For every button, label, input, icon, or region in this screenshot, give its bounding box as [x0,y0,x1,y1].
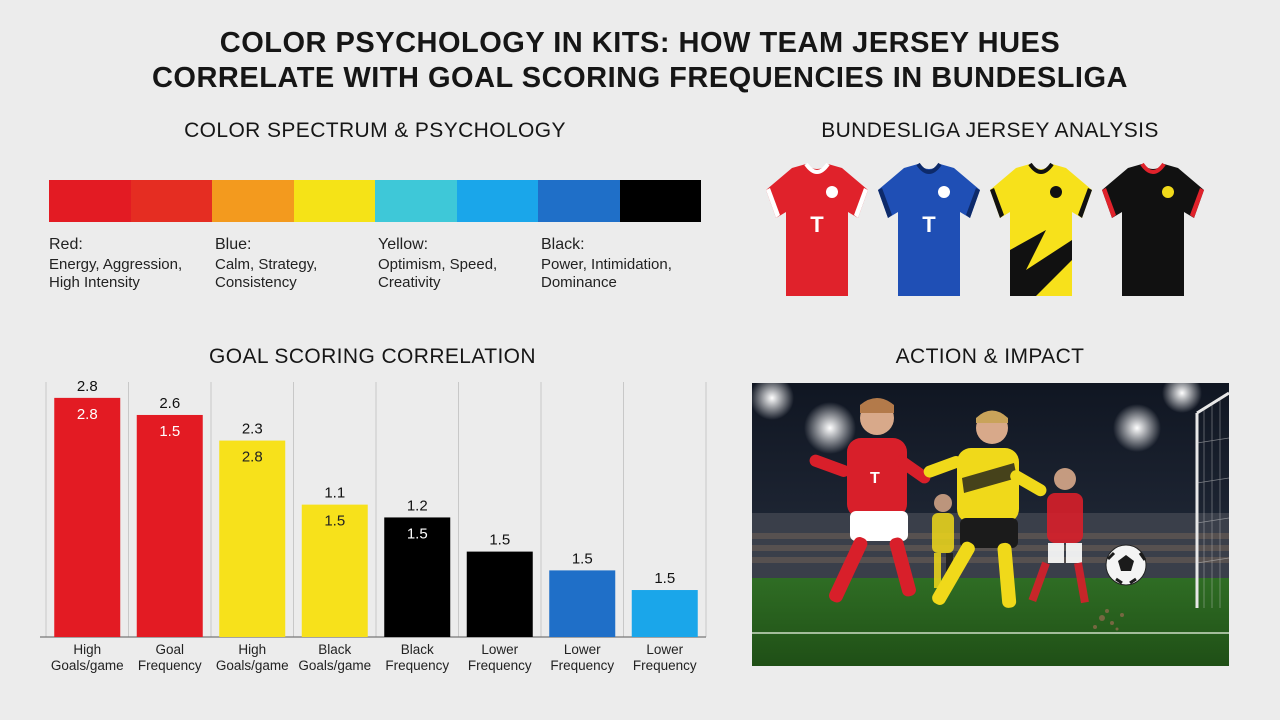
action-photo: T [752,383,1229,666]
spectrum-label-desc: Calm, Strategy, [215,256,318,273]
spectrum-label-desc: Optimism, Speed, [378,256,498,273]
spectrum-segment [538,180,620,222]
spectrum-label-name: Yellow: [378,236,429,253]
svg-text:T: T [870,470,880,487]
bar [301,504,368,637]
category-label-line2: Goals/game [216,658,289,673]
category-label-line2: Frequency [138,658,202,673]
category-label-line2: Goals/game [51,658,124,673]
jersey-icon [1102,162,1204,296]
bar [136,414,203,637]
main-player-yellow [923,410,1047,608]
bar-top-label: 1.2 [407,497,428,514]
main-title-line2: CORRELATE WITH GOAL SCORING FREQUENCIES … [151,62,1128,94]
svg-text:T: T [922,212,936,237]
bar [54,397,121,637]
jersey-icon: T [878,162,980,296]
spectrum-label-desc: High Intensity [49,274,140,291]
category-label-line1: High [238,642,266,657]
spectrum-label-red: Red: Energy, Aggression, High Intensity [49,236,214,292]
spectrum-label-desc: Consistency [215,274,297,291]
blue-jersey: T [874,160,984,300]
jersey-icon [990,162,1092,296]
spectrum-segment [130,180,212,222]
bar-inner-label: 2.8 [242,449,263,466]
bar-inner-label: 1.5 [324,513,345,530]
spectrum-label-blue: Blue: Calm, Strategy, Consistency [215,236,380,292]
spectrum-label-desc: Creativity [378,274,441,291]
spectrum-label-name: Blue: [215,236,252,253]
bar [631,590,698,637]
category-label-line2: Goals/game [298,658,371,673]
category-label-line1: High [73,642,101,657]
spectrum-segment [293,180,375,222]
spectrum-label-name: Black: [541,236,585,253]
yellow-jersey [986,160,1096,300]
spectrum-segment [375,180,457,222]
spectrum-title: COLOR SPECTRUM & PSYCHOLOGY [184,119,566,142]
bar-inner-label: 2.8 [77,406,98,423]
spectrum-segment [49,180,131,222]
bar [219,440,286,637]
spectrum-segment [456,180,538,222]
main-title-line1: COLOR PSYCHOLOGY IN KITS: HOW TEAM JERSE… [219,27,1061,59]
main-title: COLOR PSYCHOLOGY IN KITS: HOW TEAM JERSE… [0,26,1280,96]
main-player-red: T [809,398,931,603]
red-jersey: T [762,160,872,300]
jersey-title: BUNDESLIGA JERSEY ANALYSIS [821,119,1159,142]
bar-top-label: 1.1 [324,485,345,502]
category-label-line1: Black [318,642,351,657]
spectrum-label-yellow: Yellow: Optimism, Speed, Creativity [378,236,543,292]
bar-inner-label: 1.5 [159,423,180,440]
goal-scoring-chart: 2.8 2.8 High Goals/game 2.6 1.5 Goal Frequency 2… [0,370,720,690]
category-label-line2: Frequency [385,658,449,673]
bar-top-label: 1.5 [572,550,593,567]
chart-title: GOAL SCORING CORRELATION [209,345,536,368]
bar-top-label: 2.8 [77,378,98,395]
spectrum-segment [619,180,701,222]
goal-scoring-chart-svg: 2.82.8HighGoals/game2.61.5GoalFrequency2… [40,378,707,673]
category-label-line1: Lower [564,642,601,657]
bar-inner-label: 1.5 [407,525,428,542]
category-label-line2: Frequency [468,658,532,673]
category-label-line2: Frequency [633,658,697,673]
spectrum-label-name: Red: [49,236,83,253]
action-title: ACTION & IMPACT [895,345,1085,368]
action-photo-illustration: T [752,383,1229,666]
bar-top-label: 1.5 [654,570,675,587]
spectrum-label-desc: Dominance [541,274,617,291]
category-label-line1: Lower [646,642,683,657]
spectrum-label-desc: Power, Intimidation, [541,256,672,273]
color-spectrum-bar [49,180,701,222]
background-player-red [1028,468,1089,604]
bar-top-label: 2.3 [242,421,263,438]
category-label-line2: Frequency [550,658,614,673]
spectrum-label-black: Black: Power, Intimidation, Dominance [541,236,706,292]
category-label-line1: Lower [481,642,518,657]
category-label-line1: Black [401,642,434,657]
spectrum-segment [212,180,294,222]
spectrum-label-desc: Energy, Aggression, [49,256,183,273]
svg-text:T: T [810,212,824,237]
jersey-icon: T [766,162,868,296]
category-label-line1: Goal [155,642,184,657]
bar-top-label: 1.5 [489,532,510,549]
black-jersey [1098,160,1208,300]
bar [466,551,533,637]
bar [549,570,616,637]
bar-top-label: 2.6 [159,395,180,412]
soccer-ball [1105,544,1147,586]
bar [384,517,451,637]
